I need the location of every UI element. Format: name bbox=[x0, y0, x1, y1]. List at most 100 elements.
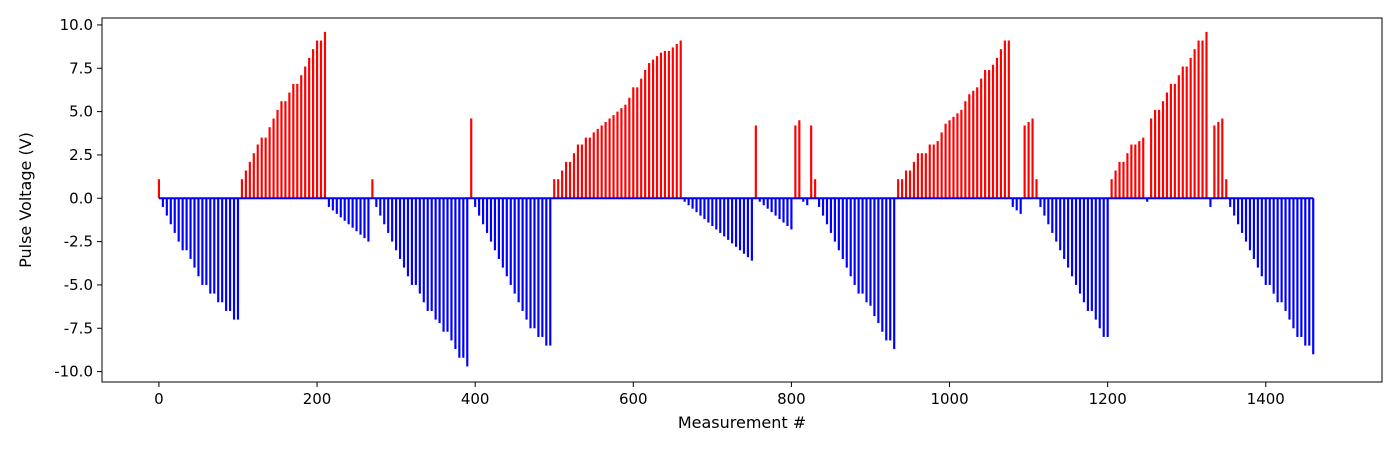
bar bbox=[1039, 198, 1042, 207]
bar bbox=[711, 198, 714, 226]
bar bbox=[885, 198, 888, 341]
bar bbox=[561, 170, 564, 199]
bar bbox=[703, 198, 706, 220]
y-tick-label: -2.5 bbox=[64, 233, 93, 251]
bar bbox=[865, 198, 868, 303]
bar bbox=[715, 198, 718, 230]
bar bbox=[474, 198, 477, 207]
bar bbox=[632, 87, 635, 199]
bar bbox=[1086, 198, 1089, 311]
bar bbox=[525, 198, 528, 320]
bar bbox=[335, 198, 338, 214]
bar bbox=[944, 123, 947, 199]
bar bbox=[1312, 198, 1315, 355]
bar bbox=[454, 198, 457, 350]
bar bbox=[232, 198, 236, 320]
bar bbox=[1134, 144, 1137, 199]
bar bbox=[762, 198, 765, 206]
bar bbox=[802, 198, 805, 202]
bar bbox=[1185, 66, 1188, 199]
bar bbox=[980, 78, 983, 199]
bar bbox=[640, 78, 643, 199]
bar bbox=[1173, 83, 1176, 199]
bar bbox=[296, 83, 299, 199]
bar bbox=[343, 198, 346, 221]
bar bbox=[236, 198, 240, 320]
bar bbox=[292, 83, 295, 199]
bar bbox=[276, 109, 279, 199]
bar bbox=[869, 198, 872, 306]
y-tick-label: 0.0 bbox=[69, 189, 93, 207]
bar bbox=[877, 198, 880, 324]
bar bbox=[675, 44, 678, 199]
bar bbox=[418, 198, 421, 294]
bar bbox=[406, 198, 410, 277]
bar bbox=[327, 198, 330, 207]
bar bbox=[576, 144, 580, 199]
y-tick-label: 7.5 bbox=[69, 59, 93, 77]
bar bbox=[920, 153, 923, 199]
bar bbox=[742, 198, 746, 254]
bar bbox=[1122, 161, 1125, 199]
bar bbox=[1082, 198, 1086, 303]
bar bbox=[1300, 198, 1303, 337]
bar bbox=[620, 108, 623, 199]
bar bbox=[1165, 92, 1169, 199]
bar bbox=[1288, 198, 1291, 320]
bar bbox=[197, 198, 200, 277]
bar bbox=[426, 198, 429, 311]
bar bbox=[272, 118, 275, 199]
bar bbox=[628, 97, 631, 199]
bar bbox=[648, 63, 651, 199]
bar bbox=[438, 198, 441, 324]
bar bbox=[987, 70, 991, 199]
x-axis-ticks: 0 200 400 600 800 1000 1200 1400 bbox=[154, 382, 1285, 408]
bar bbox=[738, 198, 742, 251]
bar bbox=[1244, 198, 1248, 242]
bar bbox=[580, 144, 583, 199]
bar bbox=[339, 198, 342, 218]
bar bbox=[308, 57, 311, 199]
bar bbox=[1130, 144, 1133, 199]
bar bbox=[466, 198, 469, 367]
bar bbox=[1296, 198, 1299, 337]
bar bbox=[513, 198, 516, 294]
bar bbox=[984, 70, 987, 199]
bar bbox=[193, 198, 196, 268]
bar bbox=[972, 90, 975, 199]
bar bbox=[636, 87, 639, 199]
bar bbox=[960, 109, 963, 199]
bar bbox=[604, 122, 607, 199]
bar bbox=[347, 198, 350, 225]
bar bbox=[1292, 198, 1295, 329]
bar bbox=[213, 198, 216, 294]
bar bbox=[331, 198, 334, 211]
bar bbox=[553, 179, 556, 199]
bar bbox=[446, 198, 449, 332]
bar bbox=[521, 198, 524, 311]
bar bbox=[379, 198, 382, 216]
bar bbox=[181, 198, 184, 251]
bar bbox=[936, 141, 939, 199]
x-tick-label: 400 bbox=[461, 390, 490, 408]
bar bbox=[1094, 198, 1097, 320]
bar bbox=[1007, 40, 1010, 199]
bar bbox=[833, 198, 836, 242]
bar bbox=[916, 153, 919, 199]
bar bbox=[410, 198, 413, 285]
bar bbox=[240, 179, 244, 199]
bar bbox=[912, 161, 916, 199]
bar bbox=[794, 125, 797, 199]
bar bbox=[1276, 198, 1279, 303]
bar bbox=[770, 198, 773, 213]
bar bbox=[1015, 198, 1018, 211]
y-tick-label: -5.0 bbox=[64, 276, 93, 294]
bar bbox=[217, 198, 220, 303]
bar bbox=[1011, 198, 1014, 207]
bar bbox=[545, 198, 548, 346]
bar bbox=[1063, 198, 1066, 259]
bar bbox=[818, 198, 821, 207]
x-tick-label: 1200 bbox=[1089, 390, 1127, 408]
y-tick-label: -10.0 bbox=[54, 363, 93, 381]
